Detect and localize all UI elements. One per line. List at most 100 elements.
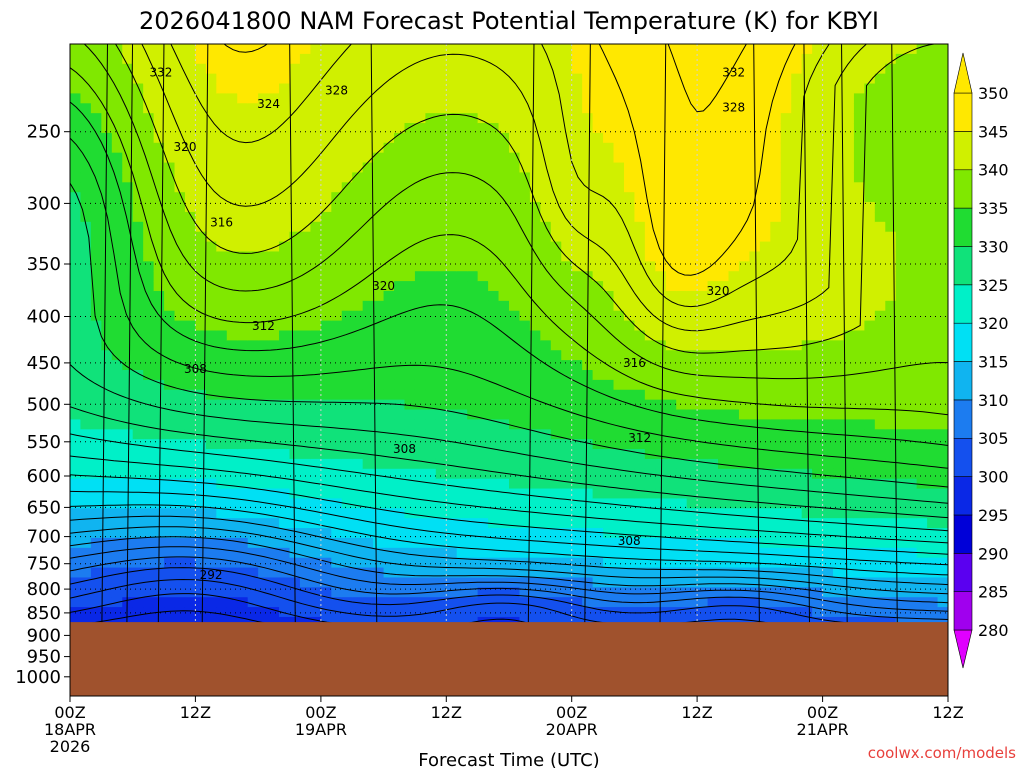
theta-cell [226,528,238,539]
theta-cell [592,478,604,490]
theta-cell [80,83,92,94]
theta-cell [592,439,604,450]
theta-cell [373,103,385,114]
theta-cell [205,44,217,55]
theta-cell [759,93,771,104]
theta-cell [477,429,489,440]
theta-cell [122,587,134,598]
theta-cell [613,557,625,569]
theta-cell [770,123,782,134]
theta-cell [477,231,489,243]
theta-cell [195,241,207,253]
theta-cell [435,439,447,450]
theta-cell [571,498,583,509]
theta-cell [665,597,677,608]
theta-cell [582,439,594,450]
theta-cell [122,44,134,55]
theta-cell [822,508,834,519]
theta-cell [425,330,437,341]
theta-cell [164,73,176,85]
theta-cell [623,399,636,411]
theta-cell [843,340,855,351]
theta-cell [634,290,646,302]
theta-cell [707,439,719,450]
theta-cell [801,241,813,253]
theta-cell [383,360,395,371]
theta-cell [247,261,259,272]
theta-cell [184,113,197,124]
theta-cell [665,73,677,85]
theta-cell [697,63,709,75]
theta-cell [352,103,364,114]
theta-cell [665,142,677,154]
theta-cell [258,557,270,569]
theta-cell [195,389,207,401]
theta-cell [425,192,437,203]
theta-cell [519,152,531,164]
theta-cell [707,577,719,588]
theta-cell [707,488,719,500]
theta-cell [414,241,426,253]
theta-cell [70,597,82,608]
theta-cell [394,370,406,381]
theta-cell [561,330,573,341]
theta-cell [310,537,322,549]
theta-cell [174,53,186,65]
theta-cell [634,192,646,203]
theta-cell [122,221,134,233]
theta-cell [226,152,238,164]
theta-cell [676,577,688,588]
theta-cell [446,360,458,371]
theta-cell [362,192,374,203]
theta-cell [101,587,113,598]
theta-cell [770,73,782,85]
theta-cell [279,300,291,312]
theta-cell [258,439,270,450]
theta-cell [592,379,604,391]
theta-cell [550,458,562,470]
theta-cell [738,63,750,75]
theta-cell [205,152,217,164]
theta-cell [519,498,531,509]
theta-cell [153,320,165,332]
theta-cell [101,488,113,500]
theta-cell [341,439,353,450]
theta-cell [268,320,280,332]
theta-cell [446,251,458,262]
theta-cell [477,340,489,351]
theta-cell [655,409,667,420]
theta-cell [697,587,709,598]
theta-cell [718,587,730,598]
theta-cell [550,83,562,94]
theta-cell [801,290,813,302]
theta-cell [331,152,343,164]
theta-cell [623,113,636,124]
theta-cell [394,449,406,460]
theta-cell [603,152,615,164]
theta-cell [676,379,688,391]
theta-cell [425,221,437,233]
theta-cell [592,498,604,509]
theta-cell [540,44,552,55]
theta-cell [425,478,437,490]
theta-cell [644,547,656,559]
theta-cell [456,557,468,569]
theta-cell [550,271,562,282]
theta-cell [216,202,228,213]
theta-cell [362,518,374,529]
theta-cell [425,231,437,243]
theta-cell [111,360,123,371]
theta-cell [90,261,102,272]
theta-cell [373,537,385,549]
theta-cell [132,577,144,588]
theta-cell [780,330,792,341]
theta-cell [498,192,510,203]
theta-cell [320,557,332,569]
theta-cell [383,281,395,292]
theta-cell [331,419,343,430]
theta-cell [362,419,374,430]
theta-cell [571,162,583,174]
theta-cell [603,103,615,114]
theta-cell [435,587,447,598]
theta-cell [205,290,217,302]
